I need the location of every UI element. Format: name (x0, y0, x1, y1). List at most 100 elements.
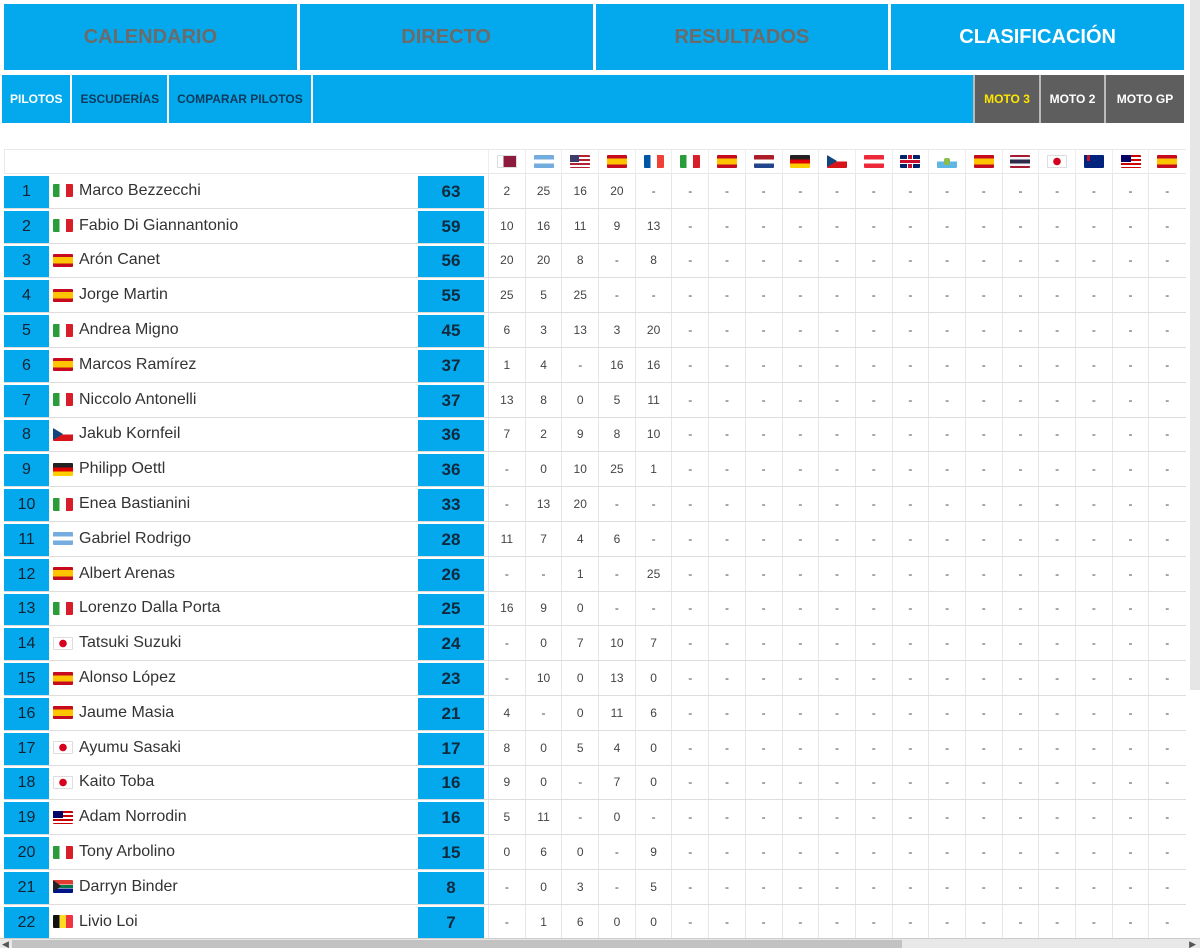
race-points: - (964, 208, 1002, 243)
table-row[interactable]: 16 Jaume Masia 21 4-0 11 6- - - - - - - - - - - - - - (4, 695, 1186, 731)
category-motogp[interactable]: MOTO GP (1104, 75, 1184, 123)
rider-cell[interactable]: Fabio Di Giannantonio (49, 209, 418, 243)
rider-cell[interactable]: Philipp Oettl (49, 452, 418, 486)
rider-name[interactable]: Alonso López (79, 669, 176, 687)
table-row[interactable]: 3 Arón Canet 56 20 20 8-8- - - - - - - - - - - - - - (4, 243, 1186, 279)
table-row[interactable]: 11 Gabriel Rodrigo 28 11 7 4 6- - - - - - - - - - - - - - - (4, 521, 1186, 557)
subtab-comparar-pilotos[interactable]: COMPARAR PILOTOS (169, 75, 313, 123)
rider-cell[interactable]: Livio Loi (49, 905, 418, 939)
rider-name[interactable]: Marco Bezzecchi (79, 181, 201, 199)
race-points: 9 (524, 591, 562, 626)
rider-cell[interactable]: Adam Norrodin (49, 800, 418, 834)
rider-name[interactable]: Gabriel Rodrigo (79, 529, 192, 547)
race-points: 16 (524, 208, 562, 243)
race-points: - (818, 521, 855, 556)
table-row[interactable]: 19 Adam Norrodin 16 5 11-0- - - - - - - - - - - - - - - (4, 800, 1186, 836)
table-row[interactable]: 9 Philipp Oettl 36-0 10 25 1- - - - - - - - - - - - - - (4, 452, 1186, 488)
position: 9 (4, 454, 49, 487)
tab-calendario[interactable]: CALENDARIO (4, 4, 297, 70)
race-points: - (928, 835, 965, 869)
subtab-escuderias[interactable]: ESCUDERÍAS (72, 75, 170, 123)
category-moto2[interactable]: MOTO 2 (1039, 75, 1104, 123)
table-row[interactable]: 13 Lorenzo Dalla Porta 25 16 9 0- - - - - - - - - - - - -… (4, 591, 1186, 627)
table-row[interactable]: 18 Kaito Toba 16 9 0-7 0- - - - - - - - - - - - - - (4, 765, 1186, 801)
rider-cell[interactable]: Jaume Masia (49, 696, 418, 730)
horizontal-scrollbar[interactable]: ◀ ▶ (0, 938, 1200, 949)
rider-name[interactable]: Adam Norrodin (79, 808, 187, 826)
rider-cell[interactable]: Arón Canet (49, 244, 418, 278)
rider-cell[interactable]: Tony Arbolino (49, 835, 418, 869)
rider-name[interactable]: Lorenzo Dalla Porta (79, 599, 221, 617)
table-row[interactable]: 8 Jakub Kornfeil 36 7 2 9 8 10- - - - - - - - - - - - - - (4, 417, 1186, 453)
race-points: - (891, 208, 929, 243)
race-points: - (891, 591, 929, 626)
rider-cell[interactable]: Jorge Martin (49, 278, 418, 312)
rider-name[interactable]: Livio Loi (79, 912, 138, 930)
rider-cell[interactable]: Darryn Binder (49, 870, 418, 904)
rider-name[interactable]: Jaume Masia (79, 703, 175, 721)
table-row[interactable]: 22 Livio Loi 7-1 6 0 0- - - - - - - - - - - - - - (4, 904, 1186, 940)
table-row[interactable]: 10 Enea Bastianini 33-13 20- - - - - - - - - - - - - - - - (4, 487, 1186, 522)
race-points: - (1148, 208, 1185, 243)
rider-name[interactable]: Fabio Di Giannantonio (79, 216, 239, 234)
scrollbar-thumb[interactable] (12, 940, 902, 948)
italy-flag-icon (53, 601, 73, 615)
scroll-left-icon[interactable]: ◀ (2, 939, 9, 949)
table-row[interactable]: 6 Marcos Ramírez 37 1 4-16 16- - - - - - - - - - - - - - (4, 347, 1186, 383)
race-points: - (1075, 730, 1112, 765)
rider-name[interactable]: Tony Arbolino (79, 843, 176, 861)
table-row[interactable]: 21 Darryn Binder 8-0 3-5- - - - - - - - - - - - - - (4, 869, 1186, 905)
rider-name[interactable]: Kaito Toba (79, 773, 155, 791)
rider-cell[interactable]: Tatsuki Suzuki (49, 626, 418, 660)
table-row[interactable]: 7 Niccolo Antonelli 37 13 8 0 5 11- - - - - - - - - - - - -… (4, 382, 1186, 418)
race-points: - (744, 904, 782, 939)
table-row[interactable]: 15 Alonso López 23-10 0 13 0- - - - - - - - - - - - - - (4, 661, 1186, 696)
subtab-pilotos[interactable]: PILOTOS (2, 75, 73, 123)
race-points: - (891, 174, 929, 208)
rider-name[interactable]: Ayumu Sasaki (79, 738, 181, 756)
rider-cell[interactable]: Albert Arenas (49, 557, 418, 591)
rider-name[interactable]: Albert Arenas (79, 564, 176, 582)
rider-cell[interactable]: Lorenzo Dalla Porta (49, 592, 418, 626)
rider-name[interactable]: Andrea Migno (79, 321, 179, 339)
rider-cell[interactable]: Andrea Migno (49, 313, 418, 347)
rider-name[interactable]: Philipp Oettl (79, 460, 166, 478)
table-row[interactable]: 1 Marco Bezzecchi 63 2 25 16 20- - - - - - - - - - - - - - - (4, 174, 1186, 209)
rider-name[interactable]: Darryn Binder (79, 877, 178, 895)
table-row[interactable]: 14 Tatsuki Suzuki 24-0 7 10 7- - - - - - - - - - - - - - (4, 626, 1186, 662)
rider-name[interactable]: Marcos Ramírez (79, 355, 197, 373)
scroll-right-icon[interactable]: ▶ (1189, 939, 1196, 949)
race-points: - (891, 835, 929, 869)
tab-clasificacion[interactable]: CLASIFICACIÓN (891, 4, 1184, 70)
rider-name[interactable]: Tatsuki Suzuki (79, 634, 182, 652)
table-row[interactable]: 12 Albert Arenas 26- -1-25- - - - - - - - - - - - - - (4, 556, 1186, 592)
rider-cell[interactable]: Ayumu Sasaki (49, 731, 418, 765)
table-row[interactable]: 20 Tony Arbolino 15 0 6 0-9- - - - - - - - - - - - - - (4, 835, 1186, 870)
rider-cell[interactable]: Jakub Kornfeil (49, 418, 418, 452)
table-row[interactable]: 2 Fabio Di Giannantonio 59 10 16 11 9 13- - - - - - -… (4, 208, 1186, 244)
rider-name[interactable]: Jorge Martin (79, 286, 168, 304)
rider-name[interactable]: Jakub Kornfeil (79, 425, 181, 443)
rider-cell[interactable]: Marco Bezzecchi (49, 174, 418, 208)
rider-cell[interactable]: Gabriel Rodrigo (49, 522, 418, 556)
category-moto3[interactable]: MOTO 3 (973, 75, 1039, 123)
rider-name[interactable]: Enea Bastianini (79, 495, 191, 513)
rider-cell[interactable]: Marcos Ramírez (49, 348, 418, 382)
race-points: - (1148, 800, 1185, 835)
tab-resultados[interactable]: RESULTADOS (595, 4, 889, 70)
position: 4 (4, 280, 49, 313)
tab-directo[interactable]: DIRECTO (299, 4, 593, 70)
rider-cell[interactable]: Niccolo Antonelli (49, 383, 418, 417)
italy-flag-icon (53, 184, 73, 198)
table-row[interactable]: 4 Jorge Martin 55 25 5 25- - - - - - - - - - - - - - - - (4, 278, 1186, 314)
vertical-scrollbar[interactable] (1190, 0, 1200, 690)
rider-cell[interactable]: Alonso López (49, 661, 418, 695)
table-row[interactable]: 5 Andrea Migno 45 6 3 13 3 20- - - - - - - - - - - - - - (4, 313, 1186, 348)
table-row[interactable]: 17 Ayumu Sasaki 17 8 0 5 4 0- - - - - - - - - - - - - - (4, 730, 1186, 766)
rider-cell[interactable]: Enea Bastianini (49, 487, 418, 521)
rider-name[interactable]: Niccolo Antonelli (79, 390, 197, 408)
rider-name[interactable]: Arón Canet (79, 251, 160, 269)
rider-cell[interactable]: Kaito Toba (49, 766, 418, 800)
race-points: - (634, 487, 672, 521)
